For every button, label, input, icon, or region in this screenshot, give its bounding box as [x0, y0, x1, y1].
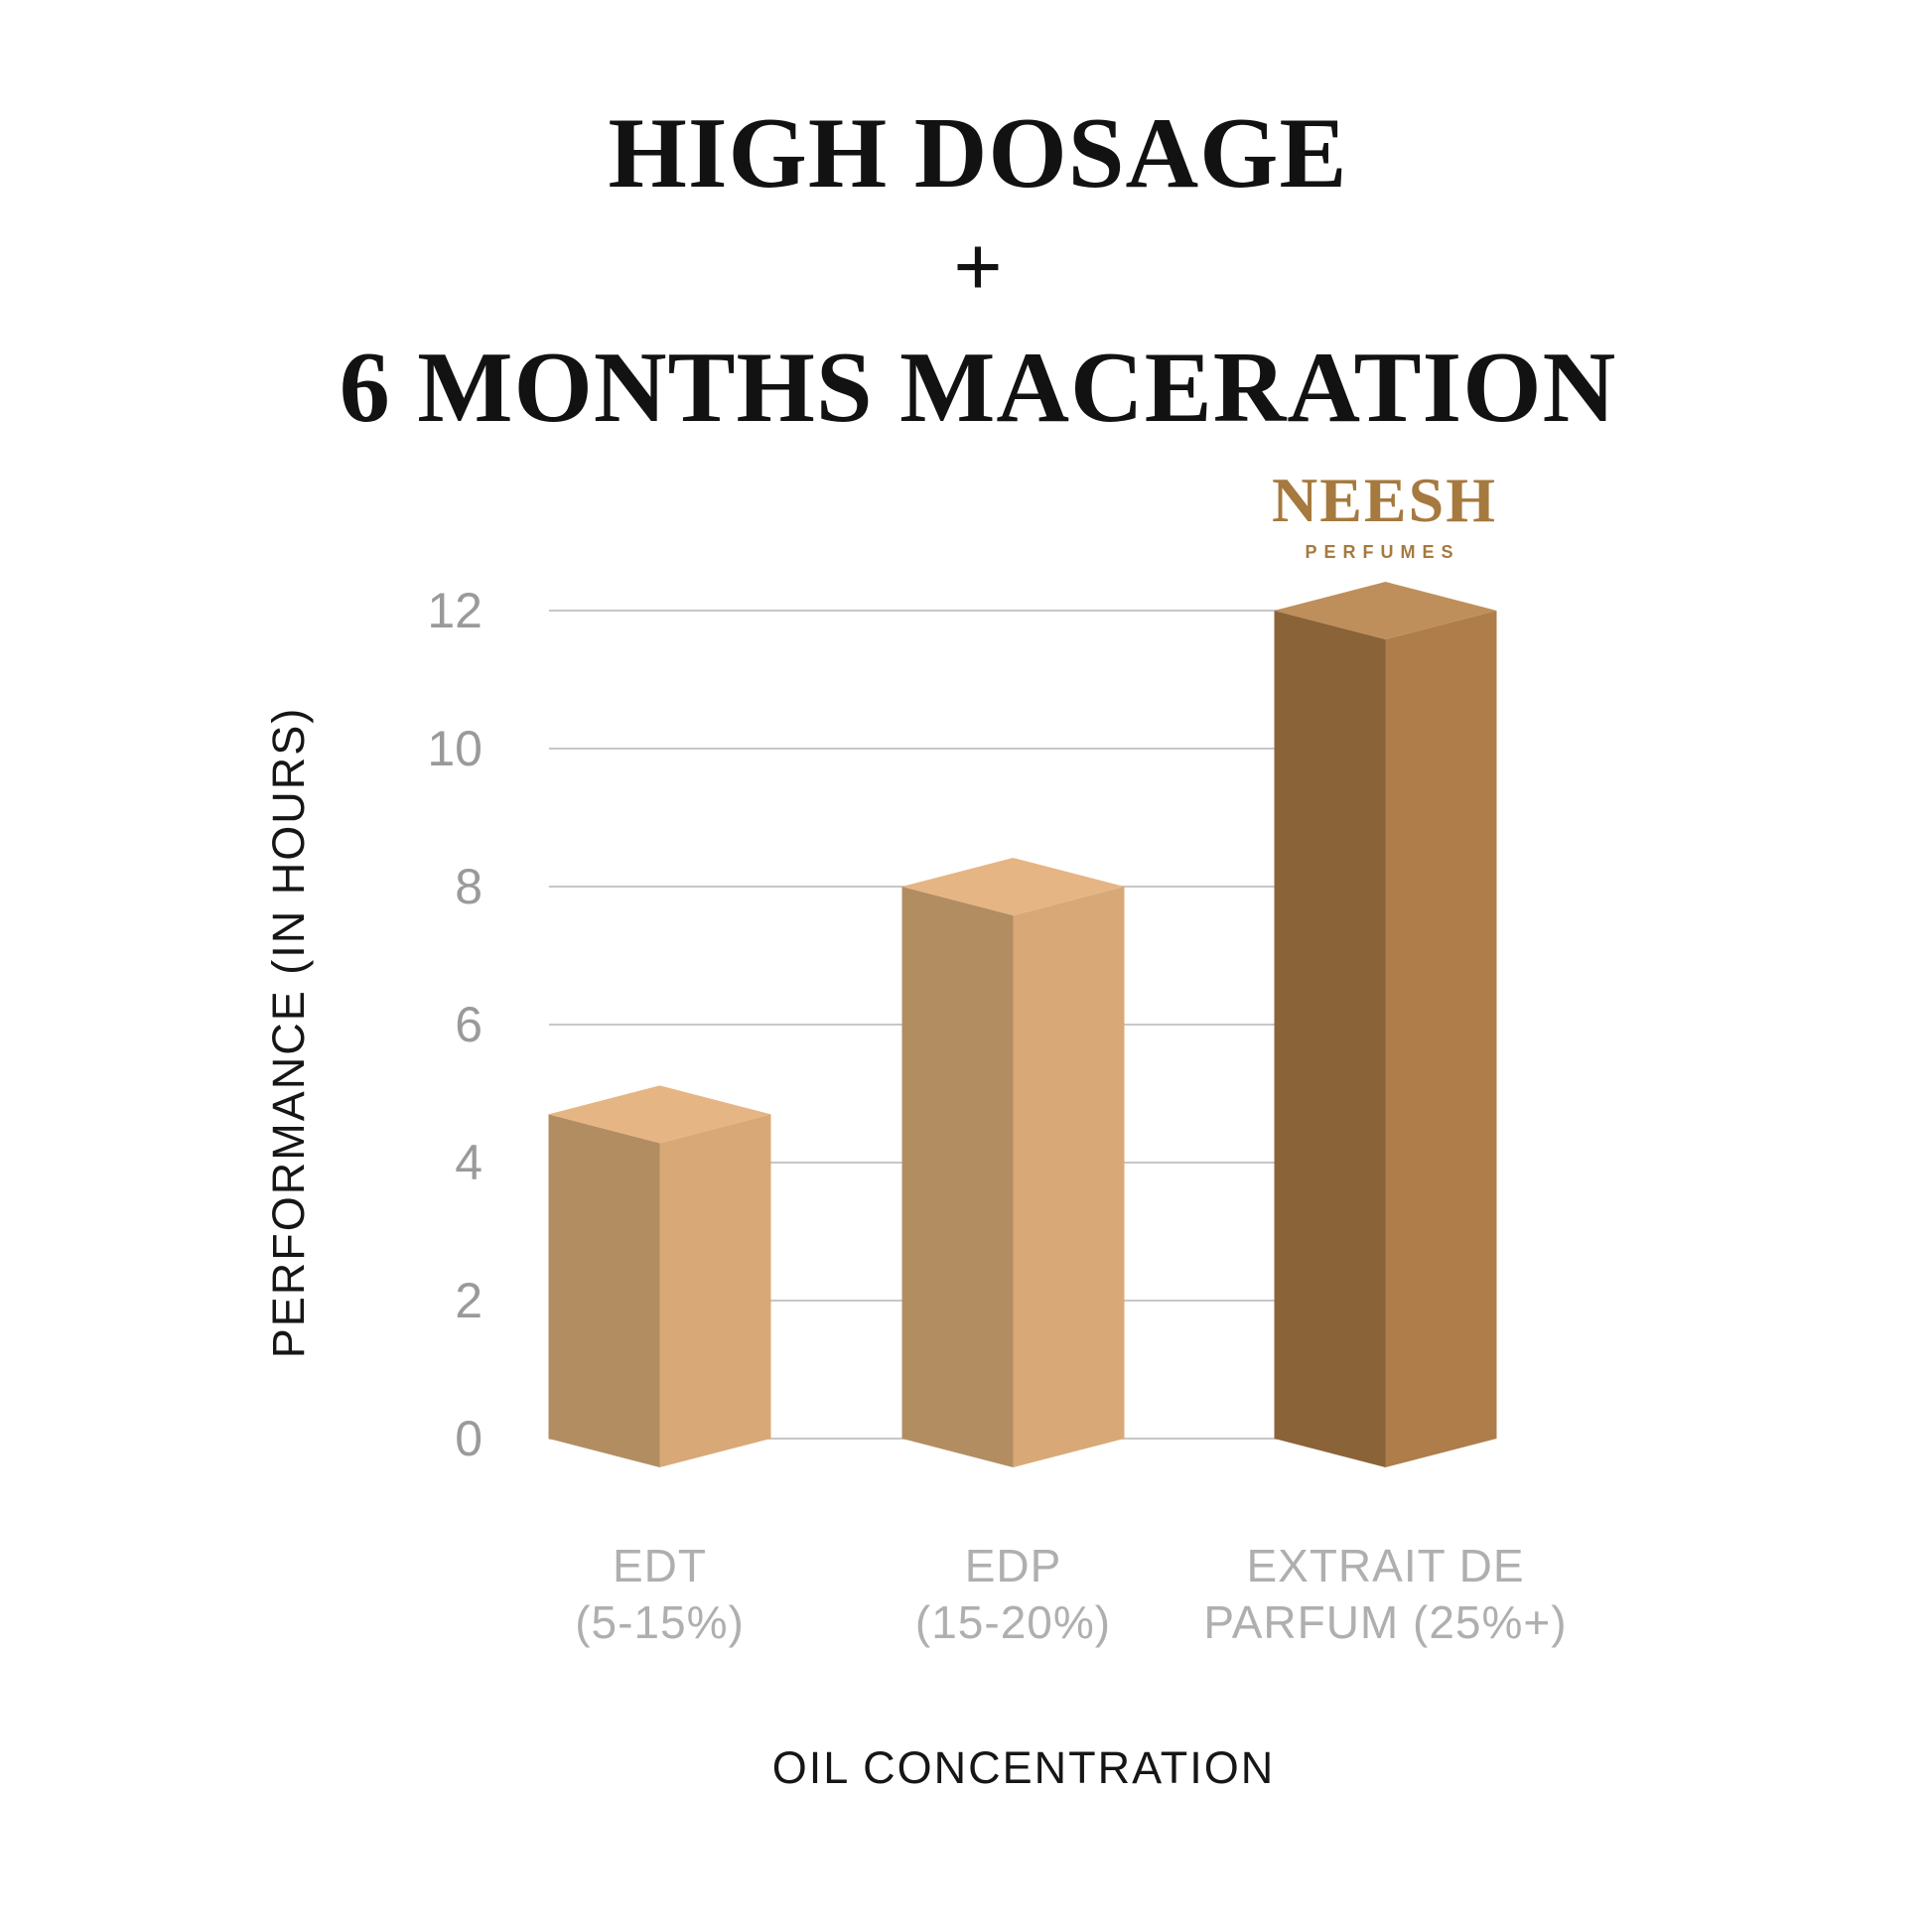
- bar-right-face: [1385, 611, 1497, 1467]
- title-plus-sign: +: [952, 219, 1004, 316]
- y-axis-tick-labels: 0 2 4 6 8 10 12: [427, 583, 483, 1466]
- y-axis-title: PERFORMANCE (IN HOURS): [263, 707, 314, 1359]
- bar-2: [901, 858, 1125, 1467]
- logo-subtitle: PERFUMES: [1305, 542, 1460, 562]
- category-label: PARFUM (25%+): [1203, 1596, 1567, 1648]
- category-label: (15-20%): [915, 1596, 1111, 1648]
- bar-left-face: [1274, 611, 1386, 1467]
- y-tick-label: 0: [455, 1411, 483, 1466]
- chart-title: HIGH DOSAGE + 6 MONTHS MACERATION: [24, 103, 1932, 439]
- bar-top-face: [1274, 582, 1497, 639]
- category-label: (5-15%): [575, 1596, 745, 1648]
- bar-left-face: [548, 1114, 660, 1467]
- y-tick-label: 2: [455, 1273, 483, 1328]
- y-tick-label: 12: [427, 583, 483, 638]
- logo-brand-name: NEESH: [1272, 465, 1497, 535]
- category-label: EDT: [613, 1540, 707, 1591]
- y-tick-label: 10: [427, 721, 483, 776]
- bar-right-face: [659, 1114, 771, 1467]
- y-tick-label: 8: [455, 859, 483, 914]
- neesh-logo: NEESH PERFUMES: [1272, 465, 1497, 563]
- bar-top-face: [548, 1085, 771, 1144]
- title-line-1: HIGH DOSAGE: [608, 97, 1348, 209]
- y-tick-label: 6: [455, 997, 483, 1052]
- bar-right-face: [1013, 887, 1125, 1467]
- category-label: EDP: [965, 1540, 1062, 1591]
- category-label: EXTRAIT DE: [1246, 1540, 1524, 1591]
- x-axis-title: OIL CONCENTRATION: [772, 1742, 1276, 1793]
- bar-left-face: [901, 887, 1014, 1467]
- title-line-2: 6 MONTHS MACERATION: [339, 332, 1617, 444]
- bar-top-face: [901, 858, 1125, 915]
- y-tick-label: 4: [455, 1135, 483, 1190]
- bar-3: [1274, 582, 1497, 1467]
- bar-1: [548, 1085, 771, 1467]
- bars: [548, 582, 1497, 1467]
